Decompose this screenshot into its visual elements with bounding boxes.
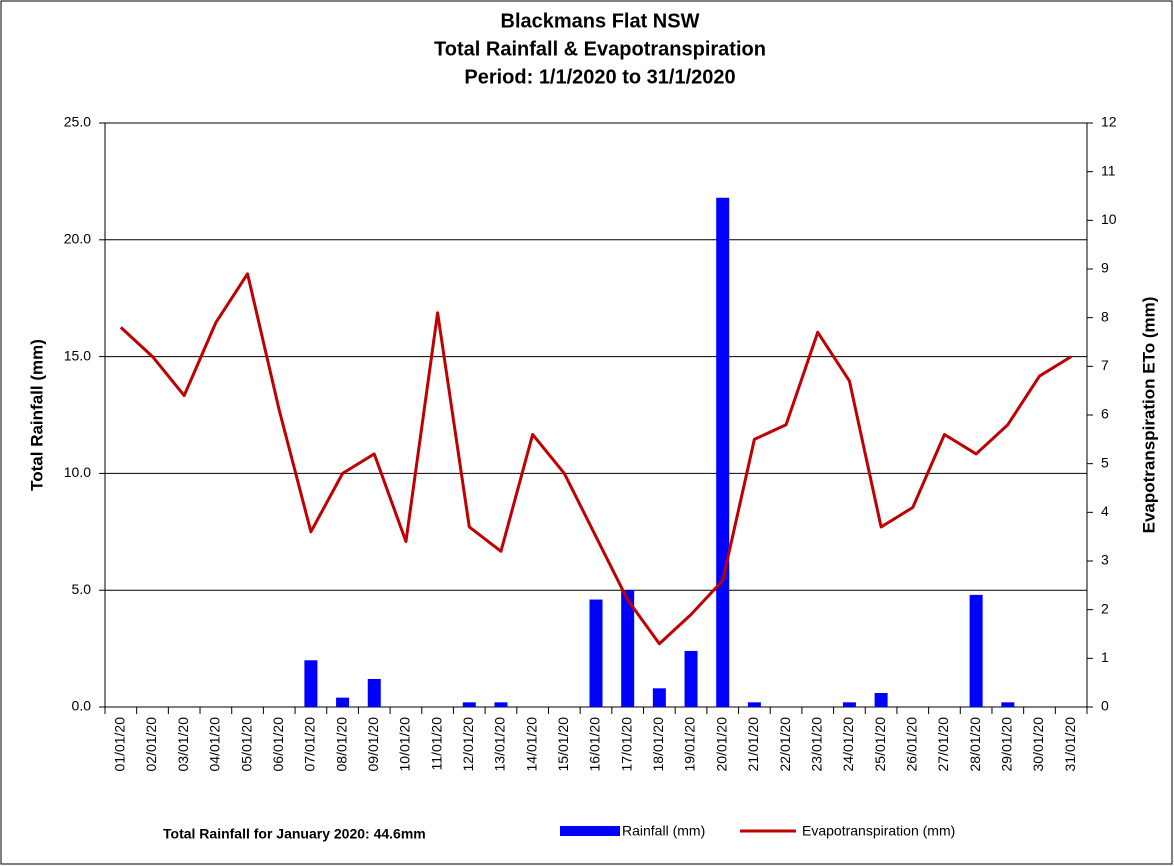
x-tick-label: 05/01/20	[238, 717, 254, 772]
x-tick-label: 20/01/20	[713, 717, 729, 772]
x-tick-label: 26/01/20	[903, 717, 919, 772]
y2-tick-label: 11	[1101, 162, 1116, 178]
x-tick-label: 13/01/20	[492, 717, 508, 772]
x-tick-label: 18/01/20	[650, 717, 666, 772]
legend-label: Rainfall (mm)	[622, 823, 705, 839]
y2-tick-label: 8	[1101, 308, 1109, 324]
x-tick-label: 21/01/20	[745, 717, 761, 772]
y2-tick-label: 3	[1101, 552, 1109, 568]
x-tick-label: 19/01/20	[682, 717, 698, 772]
y2-tick-label: 4	[1101, 503, 1109, 519]
y2-tick-label: 5	[1101, 454, 1109, 470]
y-tick-label: 20.0	[64, 231, 91, 247]
bar	[336, 697, 350, 707]
x-tick-label: 24/01/20	[840, 717, 856, 772]
x-tick-label: 31/01/20	[1062, 717, 1078, 772]
chart-title: Blackmans Flat NSW	[501, 10, 700, 32]
x-tick-label: 29/01/20	[999, 717, 1015, 772]
y-tick-label: 0.0	[72, 698, 92, 714]
bar	[304, 660, 318, 707]
x-tick-label: 07/01/20	[302, 717, 318, 772]
bar	[494, 702, 508, 707]
x-tick-label: 15/01/20	[555, 717, 571, 772]
bar	[716, 197, 730, 707]
x-tick-label: 28/01/20	[967, 717, 983, 772]
y2-tick-label: 2	[1101, 600, 1109, 616]
y2-tick-label: 9	[1101, 260, 1109, 276]
y2-tick-label: 10	[1101, 211, 1117, 227]
y-tick-label: 10.0	[64, 464, 91, 480]
bar	[874, 692, 888, 707]
x-tick-label: 22/01/20	[777, 717, 793, 772]
y-tick-label: 15.0	[64, 347, 91, 363]
x-tick-label: 12/01/20	[460, 717, 476, 772]
y2-tick-label: 7	[1101, 357, 1109, 373]
chart-title: Total Rainfall & Evapotranspiration	[434, 38, 766, 60]
y2-tick-label: 12	[1101, 114, 1117, 130]
bar	[652, 688, 666, 707]
x-tick-label: 09/01/20	[365, 717, 381, 772]
line	[119, 272, 1072, 646]
x-tick-label: 11/01/20	[428, 717, 444, 771]
bar	[747, 702, 761, 707]
x-tick-label: 14/01/20	[523, 717, 539, 772]
y2-tick-label: 6	[1101, 406, 1109, 422]
x-tick-label: 08/01/20	[333, 717, 349, 772]
y2-axis-label: Evapotranspiration ETo (mm)	[1139, 297, 1158, 534]
x-tick-label: 01/01/20	[112, 717, 128, 772]
x-tick-label: 03/01/20	[175, 717, 191, 772]
y-tick-label: 25.0	[64, 114, 91, 130]
y-tick-label: 5.0	[72, 581, 92, 597]
x-tick-label: 25/01/20	[872, 717, 888, 772]
x-tick-label: 04/01/20	[207, 717, 223, 772]
bar	[621, 590, 635, 707]
x-tick-label: 17/01/20	[618, 717, 634, 772]
x-tick-label: 30/01/20	[1030, 717, 1046, 772]
bar	[462, 702, 476, 707]
legend-swatch	[560, 826, 620, 836]
y2-tick-label: 0	[1101, 698, 1109, 714]
bar	[842, 702, 856, 707]
note: Total Rainfall for January 2020: 44.6mm	[163, 826, 426, 842]
x-tick-label: 06/01/20	[270, 717, 286, 772]
x-tick-label: 23/01/20	[808, 717, 824, 772]
y-axis-label: Total Rainfall (mm)	[27, 339, 46, 491]
x-tick-label: 16/01/20	[587, 717, 603, 772]
chart-title: Period: 1/1/2020 to 31/1/2020	[464, 66, 735, 88]
bar	[367, 678, 381, 707]
x-tick-label: 02/01/20	[143, 717, 159, 772]
legend-label: Evapotranspiration (mm)	[802, 823, 955, 839]
y2-tick-label: 1	[1101, 649, 1109, 665]
x-tick-label: 10/01/20	[397, 717, 413, 772]
bar	[684, 650, 698, 707]
bar	[589, 599, 603, 707]
bar	[1001, 702, 1015, 707]
bar	[969, 594, 983, 707]
x-tick-label: 27/01/20	[935, 717, 951, 772]
